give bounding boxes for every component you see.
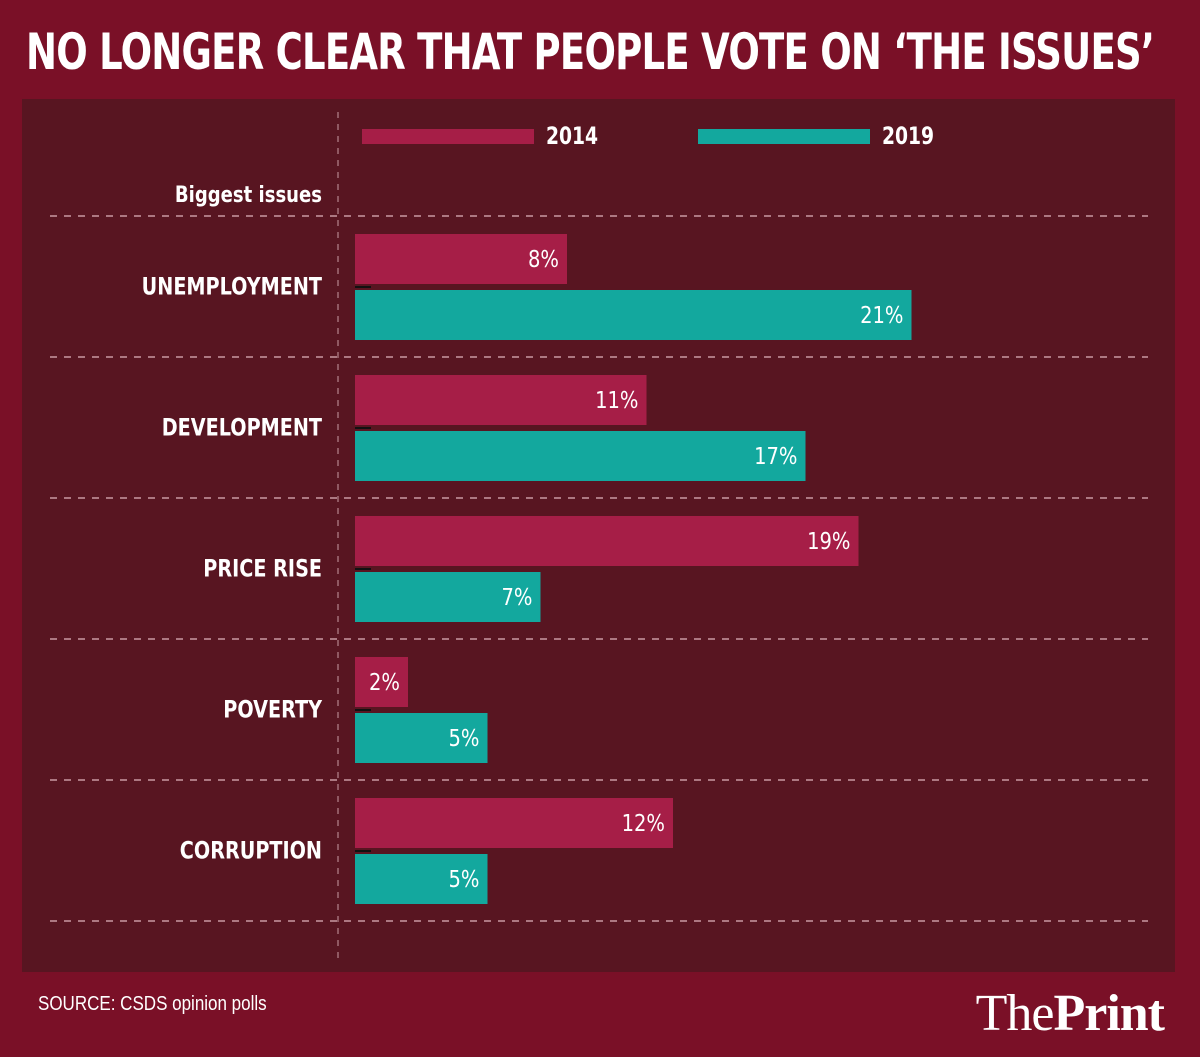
bar-2014 — [355, 234, 567, 284]
bars: UNEMPLOYMENT 8% 21% DEVELOPMENT 11% 17% PRICE … — [142, 234, 912, 904]
category-label: DEVELOPMENT — [162, 415, 322, 443]
grid — [50, 112, 1148, 960]
category-label: CORRUPTION — [180, 838, 322, 866]
legend-label-2019: 2019 — [882, 123, 934, 151]
data-label-2019: 5% — [449, 867, 480, 894]
category-label: UNEMPLOYMENT — [142, 274, 322, 302]
category-header: Biggest issues — [175, 181, 322, 207]
bar-2019 — [355, 431, 806, 481]
data-label-2019: 21% — [860, 303, 903, 330]
bar-2019 — [355, 290, 912, 340]
data-label-2014: 12% — [622, 811, 665, 838]
category-label: POVERTY — [223, 697, 322, 725]
data-label-2019: 7% — [502, 585, 533, 612]
legend-swatch-2014 — [362, 129, 534, 144]
bar-2014 — [355, 375, 647, 425]
data-label-2014: 2% — [369, 670, 400, 697]
bar-2014 — [355, 798, 673, 848]
bar-2019 — [355, 713, 488, 763]
bar-2014 — [355, 657, 408, 707]
data-label-2019: 17% — [754, 444, 797, 471]
source-note: SOURCE: CSDS opinion polls — [38, 993, 267, 1015]
data-label-2014: 19% — [807, 529, 850, 556]
bar-2014 — [355, 516, 859, 566]
category-label: PRICE RISE — [203, 556, 322, 584]
data-label-2014: 8% — [528, 247, 559, 274]
logo-print: Print — [1053, 985, 1165, 1042]
data-label-2014: 11% — [595, 388, 638, 415]
theprint-logo: ThePrint — [975, 985, 1165, 1042]
legend-swatch-2019 — [698, 129, 870, 144]
bar-2019 — [355, 572, 541, 622]
legend-label-2014: 2014 — [546, 123, 598, 151]
legend: 2014 2019 — [362, 123, 934, 151]
chart-title: NO LONGER CLEAR THAT PEOPLE VOTE ON ‘THE… — [26, 23, 1155, 81]
bar-2019 — [355, 854, 488, 904]
logo-the: The — [975, 985, 1055, 1042]
data-label-2019: 5% — [449, 726, 480, 753]
